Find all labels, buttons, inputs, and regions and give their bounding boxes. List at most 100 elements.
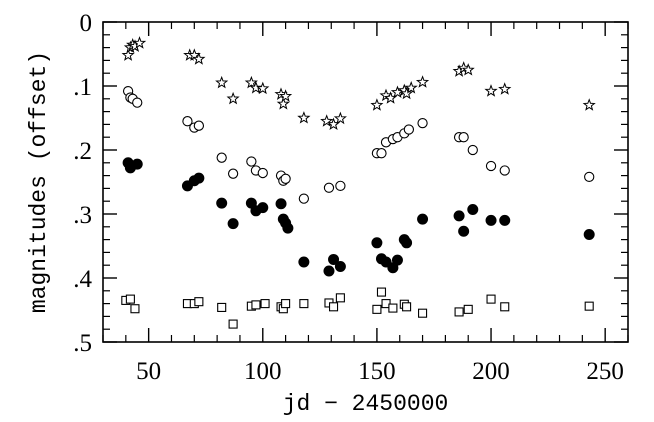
star-point: [132, 36, 147, 49]
x-tick-label: 50: [136, 358, 161, 385]
open-square-point: [372, 304, 382, 314]
open-circle-point: [485, 160, 497, 172]
star-point: [582, 98, 596, 111]
y-tick-label: .5: [73, 330, 92, 357]
y-tick-label: .2: [73, 138, 92, 165]
open-square-point: [418, 308, 428, 318]
open-square-point: [281, 299, 291, 309]
star-point: [370, 98, 384, 111]
filled-circle-point: [216, 197, 228, 209]
open-circle-point: [246, 156, 257, 167]
star-point: [484, 84, 498, 97]
star-point: [415, 75, 430, 88]
open-square-point: [260, 299, 270, 309]
series-open-circle: [122, 85, 595, 204]
x-tick-label: 250: [586, 358, 624, 385]
open-circle-point: [403, 124, 415, 135]
open-square-point: [388, 303, 398, 313]
open-square-point: [125, 294, 135, 304]
star-point: [404, 80, 418, 94]
star-point: [121, 48, 135, 61]
open-circle-point: [257, 167, 268, 179]
star-point: [192, 52, 206, 65]
star-point: [461, 63, 475, 76]
filled-circle-point: [227, 218, 239, 230]
open-circle-point: [467, 144, 478, 156]
filled-circle-point: [323, 265, 335, 277]
open-circle-point: [458, 132, 469, 143]
open-square-point: [500, 302, 510, 312]
filled-circle-point: [583, 228, 595, 240]
star-point: [215, 75, 229, 89]
series-star: [121, 36, 596, 130]
star-point: [400, 86, 414, 100]
star-point: [244, 75, 258, 89]
open-circle-point: [280, 173, 291, 184]
filled-circle-point: [282, 222, 294, 234]
filled-circle-point: [485, 214, 497, 226]
x-axis-label: jd − 2450000: [283, 391, 449, 417]
x-tick-label: 100: [244, 358, 282, 385]
open-square-point: [402, 302, 412, 312]
filled-circle-point: [401, 237, 413, 249]
open-circle-point: [335, 180, 346, 191]
open-square-point: [328, 302, 339, 312]
open-square-point: [130, 304, 140, 314]
open-circle-point: [132, 97, 143, 108]
filled-circle-point: [453, 210, 465, 222]
open-circle-point: [193, 120, 205, 131]
open-square-point: [251, 300, 261, 310]
open-square-point: [486, 294, 496, 304]
open-circle-point: [417, 117, 428, 129]
data-points: [121, 36, 596, 329]
open-circle-point: [298, 193, 310, 204]
star-point: [249, 80, 263, 94]
filled-circle-point: [334, 260, 346, 272]
y-tick-label: .1: [73, 74, 92, 101]
open-square-point: [454, 307, 464, 317]
open-circle-point: [216, 152, 227, 163]
open-circle-point: [376, 148, 387, 159]
filled-circle-point: [417, 213, 429, 225]
open-square-point: [299, 299, 309, 309]
y-tick-label: .3: [73, 202, 92, 229]
open-square-point: [217, 302, 227, 312]
open-square-point: [463, 304, 473, 314]
open-circle-point: [182, 116, 193, 127]
filled-circle-point: [298, 256, 310, 268]
filled-circle-point: [328, 253, 340, 265]
open-square-point: [584, 301, 594, 311]
open-square-point: [194, 297, 204, 307]
star-point: [297, 111, 311, 124]
y-tick-label: .4: [73, 266, 92, 293]
filled-circle-point: [499, 214, 511, 226]
filled-circle-point: [131, 158, 143, 170]
filled-circle-point: [371, 237, 383, 249]
open-circle-point: [584, 171, 595, 183]
open-square-point: [376, 287, 387, 297]
y-axis-label: magnitudes (offset): [26, 51, 52, 313]
star-point: [498, 82, 512, 95]
star-point: [279, 89, 293, 102]
open-circle-point: [227, 168, 239, 179]
star-point: [226, 91, 240, 105]
series-open-square: [121, 287, 594, 329]
filled-circle-point: [275, 198, 287, 210]
open-circle-point: [499, 165, 510, 176]
star-point: [320, 114, 334, 127]
star-point: [276, 96, 291, 110]
series-filled-circle: [122, 157, 595, 277]
star-point: [256, 81, 270, 95]
open-square-point: [228, 319, 238, 329]
open-circle-point: [323, 182, 335, 193]
plot-frame: [102, 21, 629, 343]
filled-circle-point: [391, 254, 403, 266]
tick-labels: 50 100 150 200 250 0 .1 .2 .3 .4 .5: [73, 10, 624, 385]
x-tick-label: 150: [358, 358, 396, 385]
y-tick-label: 0: [80, 10, 93, 37]
x-tick-label: 200: [472, 358, 510, 385]
filled-circle-point: [467, 204, 479, 216]
star-point: [333, 111, 347, 125]
filled-circle-point: [257, 202, 269, 214]
